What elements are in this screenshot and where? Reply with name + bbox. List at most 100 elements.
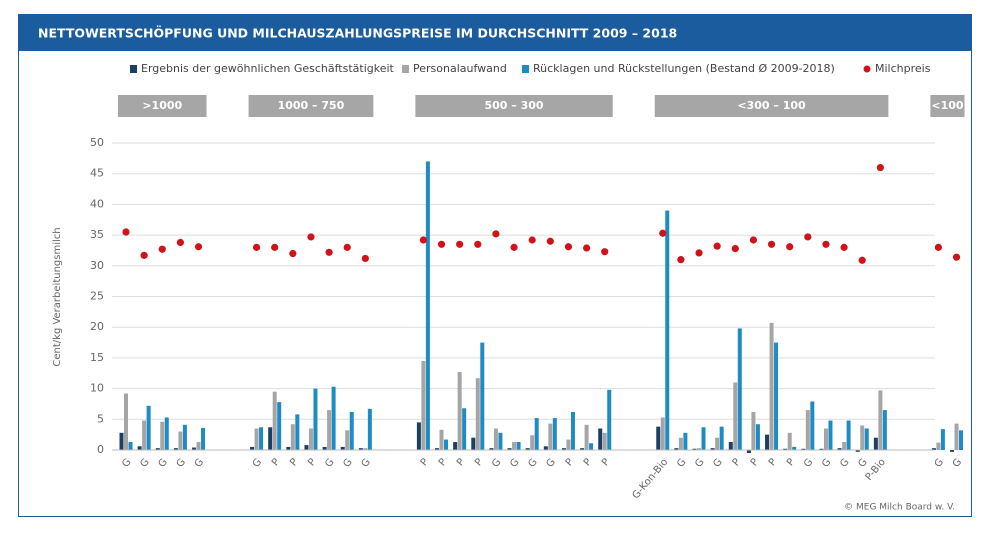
bar	[304, 445, 309, 450]
dot	[437, 240, 446, 248]
dot	[659, 229, 667, 237]
group-box	[118, 95, 207, 117]
dot	[952, 253, 961, 261]
bar	[882, 410, 887, 450]
bar	[566, 439, 571, 450]
legend-label: Ergebnis der gewöhnlichen Geschäftstätig…	[141, 62, 395, 75]
bar	[137, 446, 142, 450]
bar	[493, 428, 498, 450]
bar	[340, 446, 345, 450]
bar	[751, 411, 756, 450]
x-tick-label: P	[600, 457, 612, 469]
x-tick-label: P	[437, 457, 449, 469]
bar	[842, 442, 847, 450]
bar	[584, 424, 589, 450]
dot	[858, 256, 866, 264]
bar	[765, 434, 770, 450]
bar	[602, 432, 607, 450]
bar	[471, 437, 476, 450]
dot	[158, 245, 166, 253]
bar	[363, 448, 368, 450]
bar	[480, 342, 485, 450]
bar	[512, 442, 517, 450]
bar	[349, 411, 354, 450]
bar	[783, 448, 788, 450]
bar	[146, 405, 151, 450]
bar	[182, 424, 187, 450]
bar	[457, 372, 462, 450]
y-tick-label: 0	[97, 443, 104, 456]
bar	[254, 428, 259, 450]
bar	[552, 418, 557, 450]
chart-title: NETTOWERTSCHÖPFUNG UND MILCHAUSZAHLUNGSP…	[38, 26, 677, 41]
x-tick-label: P	[455, 457, 467, 469]
bar	[345, 430, 350, 450]
legend-marker	[522, 65, 529, 73]
x-tick-label: P	[270, 457, 282, 469]
y-axis-label: Cent/kg Verarbeitungsmilch	[52, 227, 63, 366]
bar	[607, 389, 612, 450]
y-tick-label: 10	[90, 382, 104, 395]
bar	[656, 426, 661, 450]
bar	[119, 432, 124, 450]
bar	[530, 435, 535, 450]
bar	[954, 423, 959, 450]
dot	[876, 163, 884, 172]
bar	[160, 421, 165, 450]
bar	[425, 161, 430, 451]
dot	[252, 243, 261, 251]
bar	[801, 448, 806, 450]
bar	[683, 432, 688, 450]
bar	[489, 448, 494, 450]
bar	[164, 417, 169, 450]
bar	[837, 448, 842, 450]
bar	[805, 410, 810, 450]
bar	[769, 322, 774, 450]
bar	[665, 210, 670, 450]
bar	[313, 388, 318, 450]
bar	[475, 378, 480, 450]
bar	[678, 437, 683, 450]
bar	[142, 420, 147, 450]
bar	[733, 382, 738, 450]
x-tick-label: P	[785, 457, 797, 469]
title-bar	[19, 15, 971, 51]
bar	[715, 437, 720, 450]
bar	[774, 342, 779, 450]
bar	[787, 432, 792, 450]
dot	[176, 238, 185, 247]
bar	[823, 428, 828, 450]
bar	[331, 386, 336, 450]
x-tick-label: P	[767, 457, 779, 469]
bar	[128, 442, 133, 450]
dot	[343, 243, 351, 251]
source: © MEG Milch Board w. V.	[844, 503, 955, 513]
group-box	[654, 95, 889, 117]
bar	[755, 424, 760, 450]
bar	[192, 447, 197, 450]
bar	[589, 443, 594, 450]
bar	[580, 448, 585, 450]
y-tick-label: 50	[90, 136, 104, 149]
bar	[959, 430, 964, 450]
y-tick-label: 20	[90, 320, 104, 333]
group-box	[415, 95, 613, 117]
bar	[710, 448, 715, 450]
dot	[767, 240, 776, 248]
bar	[124, 393, 128, 450]
bar	[728, 442, 733, 450]
bar	[173, 448, 178, 450]
bar	[719, 426, 724, 450]
bar	[295, 414, 300, 450]
bar	[268, 427, 273, 450]
bar	[543, 446, 548, 450]
bar	[940, 429, 945, 450]
dot	[122, 228, 130, 236]
bar	[570, 411, 575, 450]
bar	[878, 390, 883, 450]
x-tick-label: P	[288, 457, 300, 469]
bar	[272, 391, 277, 450]
dot	[582, 244, 591, 252]
bar	[155, 448, 160, 450]
bar	[931, 448, 936, 450]
